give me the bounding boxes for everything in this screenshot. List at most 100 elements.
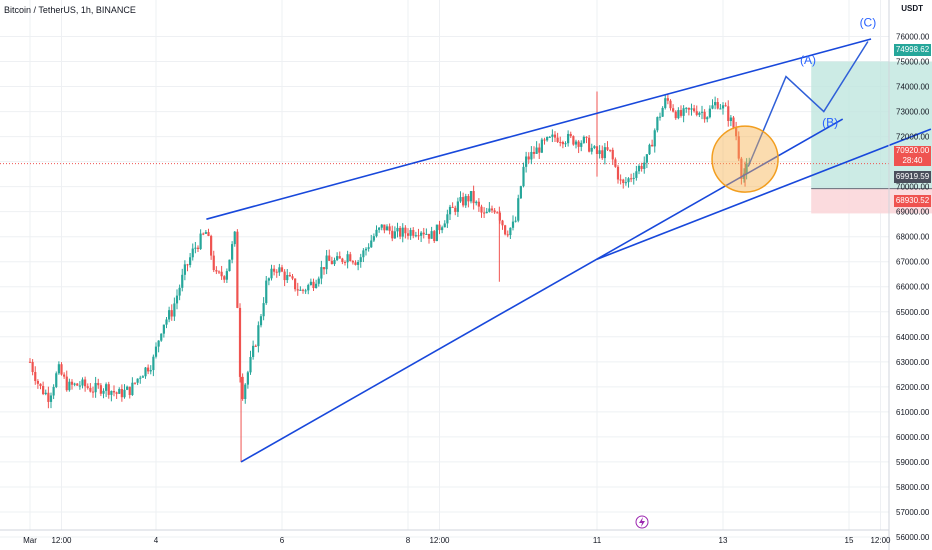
candle-body <box>364 248 368 251</box>
time-tick-label: 11 <box>593 536 602 545</box>
candle-body <box>275 271 278 273</box>
candle-body <box>588 137 591 152</box>
candle-body <box>527 156 530 160</box>
current-price-value: 70920.00 <box>895 146 930 155</box>
candle-body <box>241 376 244 399</box>
candle-body <box>44 392 47 395</box>
candle-body <box>291 276 294 279</box>
candle-body <box>567 133 570 144</box>
candle-body <box>643 162 646 169</box>
candle-body <box>288 275 291 277</box>
candle-body <box>488 208 491 212</box>
candle-body <box>141 376 144 378</box>
candle-body <box>375 229 378 237</box>
candle-body <box>658 116 662 118</box>
candle-body <box>325 255 328 270</box>
price-tick-label: 67000.00 <box>896 258 930 267</box>
candle-body <box>63 374 66 377</box>
candle-body <box>645 154 648 163</box>
candle-body <box>614 159 617 167</box>
candle-body <box>737 136 740 159</box>
candle-body <box>36 380 39 384</box>
candle-body <box>128 386 131 395</box>
candle-body <box>94 382 97 393</box>
candle-body <box>246 372 249 385</box>
candle-body <box>664 98 667 108</box>
candle-body <box>367 247 370 249</box>
candle-body <box>406 233 410 236</box>
candle-body <box>278 267 281 273</box>
candle-body <box>273 268 276 272</box>
candle-body <box>543 139 546 141</box>
candle-body <box>102 390 105 394</box>
candle-body <box>39 383 42 386</box>
candle-body <box>509 227 512 236</box>
candle-body <box>68 381 71 391</box>
candle-body <box>601 150 604 159</box>
candle-body <box>370 240 373 248</box>
candle-body <box>162 324 165 334</box>
candle-body <box>666 98 669 101</box>
candle-body <box>504 225 507 235</box>
candle-body <box>711 105 714 109</box>
candle-body <box>669 100 672 109</box>
candle-body <box>105 384 108 391</box>
candle-body <box>299 289 302 291</box>
candle-body <box>640 165 643 169</box>
candle-body <box>181 274 184 288</box>
candle-body <box>136 378 139 383</box>
candle-body <box>551 134 554 137</box>
currency-label[interactable]: USDT <box>901 4 923 13</box>
candle-body <box>322 267 326 270</box>
price-tick-label: 68000.00 <box>896 233 930 242</box>
candle-body <box>635 171 638 178</box>
time-tick-label: 15 <box>845 536 854 545</box>
target-price-badge: 74998.62 <box>894 44 931 56</box>
candle-body <box>687 107 690 110</box>
candle-body <box>359 257 362 262</box>
candle-body <box>525 156 528 167</box>
candle-body <box>682 108 685 116</box>
wave-label: (C) <box>860 15 877 29</box>
candle-body <box>383 224 386 231</box>
candle-body <box>147 367 150 372</box>
candle-body <box>196 247 200 249</box>
candle-body <box>572 136 575 145</box>
candle-body <box>606 147 609 150</box>
time-tick-label: 12:00 <box>429 536 450 545</box>
candle-body <box>34 371 37 381</box>
candle-body <box>714 102 717 106</box>
candle-body <box>490 208 494 211</box>
candle-body <box>480 206 483 213</box>
time-tick-label: 13 <box>719 536 728 545</box>
candle-body <box>399 227 402 237</box>
price-tick-label: 61000.00 <box>896 408 930 417</box>
candle-body <box>362 250 365 258</box>
price-tick-label: 73000.00 <box>896 108 930 117</box>
candle-body <box>593 146 596 148</box>
candle-body <box>475 201 478 204</box>
candle-body <box>672 108 675 112</box>
candle-body <box>139 377 142 379</box>
candle-body <box>354 262 357 265</box>
price-tick-label: 72000.00 <box>896 133 930 142</box>
candle-body <box>336 256 339 261</box>
candle-body <box>333 260 336 265</box>
candle-body <box>115 392 118 394</box>
time-tick-label: 12:00 <box>870 536 891 545</box>
candle-body <box>341 258 344 262</box>
candle-body <box>580 142 583 147</box>
candle-body <box>89 387 92 392</box>
candle-body <box>154 346 158 357</box>
candle-body <box>585 136 588 138</box>
candle-body <box>168 310 171 320</box>
candle-body <box>328 255 331 261</box>
candle-body <box>225 271 228 280</box>
candle-body <box>530 151 533 160</box>
candle-body <box>404 227 407 234</box>
candle-body <box>693 108 696 112</box>
candle-body <box>538 147 541 153</box>
candle-body <box>716 102 719 109</box>
